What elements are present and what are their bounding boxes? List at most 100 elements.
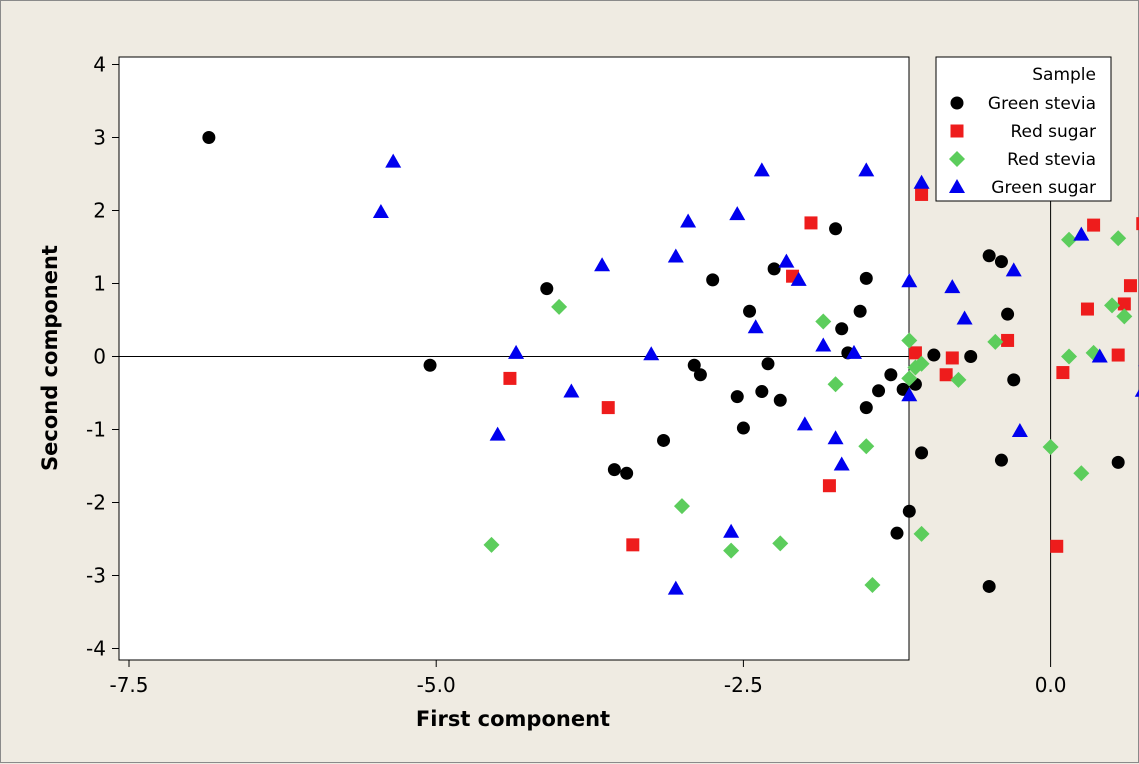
point-green-sugar	[680, 213, 697, 228]
point-green-sugar	[594, 257, 611, 272]
point-green-sugar	[372, 203, 389, 218]
x-tick-label: -5.0	[417, 673, 456, 697]
point-red-stevia	[1061, 348, 1078, 365]
point-red-sugar	[1087, 218, 1101, 232]
legend-marker-red-sugar	[950, 124, 964, 138]
point-red-sugar	[1080, 302, 1094, 316]
point-red-stevia	[913, 355, 930, 372]
point-green-stevia	[853, 304, 867, 318]
point-green-stevia	[927, 348, 941, 362]
point-green-stevia	[693, 368, 707, 382]
series-green-stevia	[202, 131, 1125, 593]
data-points	[202, 95, 1139, 595]
point-red-stevia	[673, 498, 690, 515]
point-green-stevia	[423, 358, 437, 372]
point-green-sugar	[723, 523, 740, 538]
point-red-sugar	[945, 351, 959, 365]
point-green-sugar	[1005, 262, 1022, 277]
point-green-stevia	[730, 390, 744, 404]
point-green-sugar	[790, 271, 807, 286]
point-green-stevia	[1001, 307, 1015, 321]
point-green-stevia	[1111, 455, 1125, 469]
point-green-stevia	[657, 433, 671, 447]
legend-items: Green stevia Red sugar Red stevia Green sug…	[949, 94, 1096, 198]
point-red-stevia	[483, 536, 500, 553]
point-green-sugar	[1073, 226, 1090, 241]
point-red-sugar	[1111, 348, 1125, 362]
y-axis-ticks: 4 3 2 1 0 -1 -2 -3 -4	[86, 53, 119, 661]
series-red-sugar	[503, 95, 1139, 553]
point-green-sugar	[913, 174, 930, 189]
point-red-sugar	[822, 479, 836, 493]
point-green-stevia	[872, 384, 886, 398]
point-green-sugar	[1011, 422, 1028, 437]
point-green-sugar	[667, 248, 684, 263]
y-tick-label: 0	[93, 345, 106, 369]
legend-box	[935, 56, 1112, 202]
point-green-sugar	[901, 273, 918, 288]
point-red-sugar	[908, 346, 922, 360]
point-green-stevia	[982, 579, 996, 593]
point-green-sugar	[508, 344, 525, 359]
point-red-stevia	[1116, 308, 1133, 325]
point-green-stevia	[915, 446, 929, 460]
point-red-stevia	[827, 376, 844, 393]
point-green-sugar	[858, 162, 875, 177]
point-green-sugar	[489, 426, 506, 441]
point-green-sugar	[845, 344, 862, 359]
legend-label-red-stevia: Red stevia	[1007, 150, 1096, 170]
point-green-sugar	[563, 383, 580, 398]
legend-marker-green-sugar	[949, 179, 965, 193]
y-tick-label: -2	[86, 491, 106, 515]
point-green-stevia	[761, 357, 775, 371]
point-red-stevia	[913, 525, 930, 542]
point-green-stevia	[829, 222, 843, 236]
point-red-stevia	[1061, 231, 1078, 248]
point-green-sugar	[778, 253, 795, 268]
point-red-sugar	[1050, 539, 1064, 553]
legend-title: Sample	[1032, 65, 1096, 85]
point-green-stevia	[620, 466, 634, 480]
point-red-stevia	[815, 313, 832, 330]
point-red-stevia	[858, 438, 875, 455]
point-green-stevia	[736, 421, 750, 435]
x-tick-label: 0.0	[1035, 673, 1067, 697]
point-red-stevia	[723, 542, 740, 559]
point-green-sugar	[667, 580, 684, 595]
point-green-stevia	[743, 304, 757, 318]
point-green-sugar	[643, 346, 660, 361]
point-red-stevia	[1042, 439, 1059, 456]
y-tick-label: 3	[93, 126, 106, 150]
point-green-stevia	[687, 358, 701, 372]
x-tick-label: -7.5	[109, 673, 148, 697]
point-green-stevia	[884, 368, 898, 382]
point-green-sugar	[747, 319, 764, 334]
point-red-sugar	[1056, 366, 1070, 380]
legend-label-red-sugar: Red sugar	[1010, 122, 1096, 142]
y-axis-title: Second component	[38, 245, 62, 471]
point-green-sugar	[827, 430, 844, 445]
point-red-stevia	[864, 576, 881, 593]
point-green-sugar	[729, 206, 746, 221]
point-red-sugar	[804, 216, 818, 230]
point-green-stevia	[964, 350, 978, 363]
point-red-sugar	[601, 401, 615, 415]
point-red-stevia	[1073, 465, 1090, 482]
point-green-stevia	[902, 504, 916, 518]
point-green-sugar	[833, 456, 850, 471]
point-red-sugar	[1136, 217, 1139, 231]
point-red-stevia	[551, 298, 568, 315]
point-red-sugar	[939, 368, 953, 382]
point-red-stevia	[901, 332, 918, 349]
point-green-stevia	[767, 262, 781, 276]
x-axis-ticks: -7.5-5.0-2.50.02.55.0	[109, 660, 1067, 697]
point-green-stevia	[1007, 373, 1021, 387]
legend-marker-green-stevia	[950, 96, 964, 110]
point-green-sugar	[1091, 348, 1108, 363]
point-green-stevia	[994, 453, 1008, 467]
point-red-stevia	[1110, 230, 1127, 247]
point-green-sugar	[956, 310, 973, 325]
y-tick-label: -4	[86, 637, 106, 661]
point-green-stevia	[607, 463, 621, 477]
